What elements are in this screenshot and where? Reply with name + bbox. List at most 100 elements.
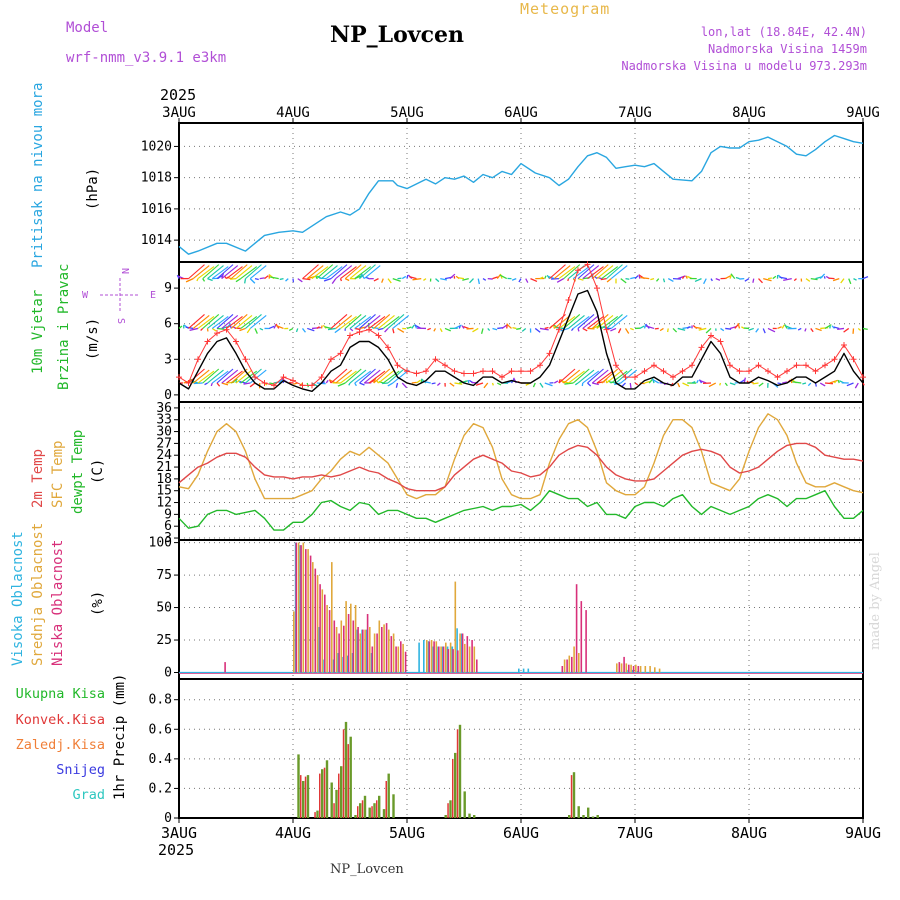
xtick-label-top: 7AUG [618, 105, 652, 121]
legend-wind-1: 10m Vjetar [30, 290, 46, 374]
wind-gust-marker [803, 362, 809, 369]
legend-precip-0: Ukupna Kisa [16, 686, 105, 702]
wind-arrow [793, 278, 797, 282]
wind-gust-marker [508, 368, 515, 375]
xtick-label-bottom: 6AUG [503, 824, 539, 842]
wind-arrow [659, 327, 664, 332]
wind-arrow [564, 382, 574, 385]
wind-arrow [577, 264, 595, 280]
wind-arrow [197, 316, 215, 329]
wind-gust-marker [195, 356, 201, 363]
wind-arrow [211, 370, 229, 384]
wind-arrow [406, 326, 412, 330]
wind-arrow [685, 275, 688, 279]
wind-arrow [710, 278, 713, 282]
wind-arrow [288, 327, 294, 331]
wind-arrow [240, 370, 258, 384]
cloud-mid-bar [454, 581, 457, 673]
wind-gust-marker [404, 368, 410, 375]
wind-arrow [563, 314, 581, 329]
cloud-low-bar [618, 662, 621, 673]
wind-gust-marker [660, 368, 667, 375]
wind-arrow [708, 382, 717, 388]
wind-arrow [574, 382, 579, 386]
wind-arrow [363, 369, 381, 384]
sfc-temp-line [178, 413, 864, 500]
precip-total-bar [587, 807, 590, 818]
wind-arrow [734, 323, 739, 329]
wind-arrow [414, 324, 418, 329]
legend-sfc: SFC Temp [50, 441, 66, 508]
wind-arrow [176, 274, 180, 279]
wind-arrow [196, 278, 199, 282]
wind-arrow [792, 381, 802, 384]
precip-conv-bar [347, 744, 349, 818]
ytick-label: 6 [164, 519, 172, 534]
compass-rose [100, 278, 140, 312]
wind-arrow [392, 315, 410, 329]
cloud-low-bar [447, 649, 450, 673]
wind-arrow [230, 368, 248, 384]
cloud-low-bar [395, 646, 397, 673]
cloud-mid-bar [435, 641, 438, 673]
wind-arrow [610, 327, 617, 332]
precip-total-bar [577, 806, 580, 818]
cloud-mid-bar [630, 664, 632, 673]
wind-arrow [833, 380, 837, 384]
wind-arrow [210, 382, 213, 387]
wind-arrow [539, 276, 544, 280]
wind-arrow [384, 327, 389, 333]
wind-gust-marker [793, 362, 800, 369]
precip-total-bar [335, 789, 338, 818]
wind-arrow [423, 278, 427, 281]
wind-gust-marker [356, 329, 363, 335]
wind-arrow [204, 382, 208, 386]
wind-arrow [694, 278, 702, 283]
wind-gust-marker [831, 356, 838, 363]
wind-gust-marker [442, 362, 448, 369]
wind-arrow [483, 382, 489, 389]
wind-arrow [512, 326, 517, 330]
xtick-label-bottom: 3AUG [161, 824, 197, 842]
precip-total-bar [387, 773, 390, 818]
wind-arrow [558, 266, 576, 280]
cloud-low-bar [305, 549, 307, 673]
wind-arrow [748, 327, 754, 331]
cloud-low-bar [300, 545, 302, 673]
ylabel-pressure: (hPa) [85, 168, 101, 210]
ytick-label: 0 [164, 388, 172, 403]
cloud-mid-bar [658, 668, 661, 673]
cloud-mid-bar [473, 646, 476, 673]
wind-arrow [634, 382, 639, 386]
wind-gust-marker [746, 368, 752, 375]
wind-arrow [496, 382, 502, 386]
cloud-mid-bar [397, 646, 400, 673]
wind-gust-marker [774, 374, 781, 381]
wind-gust-marker [432, 356, 439, 363]
panel-pressure: 1014 1016 1018 1020 [141, 122, 864, 263]
cloud-mid-bar [364, 629, 366, 673]
wind-arrow [532, 382, 536, 388]
cloud-low-bar [575, 584, 578, 673]
wind-arrow [226, 316, 243, 329]
wind-arrow [854, 382, 859, 389]
wind-arrow [444, 327, 451, 332]
wind-arrow [558, 368, 576, 384]
wind-arrow [837, 379, 840, 384]
wind-arrow [401, 275, 407, 280]
wind-arrow [677, 382, 681, 388]
wind-gust-marker [375, 332, 382, 339]
cloud-low-bar [357, 627, 359, 673]
wind-arrow [246, 328, 251, 334]
wind-arrow [354, 266, 372, 280]
wind-arrow [587, 368, 604, 384]
wind-arrow [192, 315, 210, 329]
ytick-label: 50 [156, 601, 172, 616]
wind-arrow [327, 327, 336, 331]
wind-arrow [359, 382, 365, 386]
wind-arrow [499, 274, 508, 280]
wind-arrow [587, 316, 604, 329]
wind-arrow [440, 277, 448, 281]
ytick-label: 12 [156, 496, 172, 511]
xtick-label-top: 3AUG [162, 105, 196, 121]
